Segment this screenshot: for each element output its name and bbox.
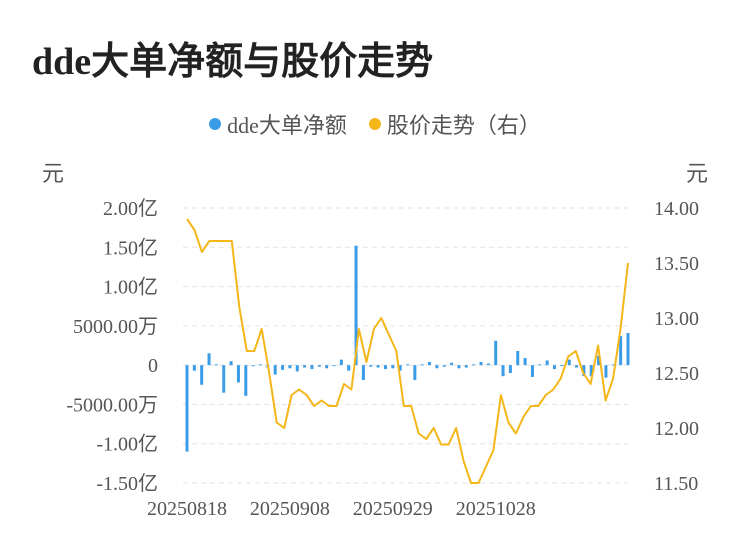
left-axis-tick-label: 5000.00万 bbox=[73, 316, 158, 338]
dde-bar bbox=[192, 365, 196, 371]
left-axis-tick-label: 0 bbox=[148, 355, 158, 377]
dde-bar bbox=[508, 365, 512, 373]
dde-bar bbox=[295, 365, 299, 372]
left-axis-tick-label: -1.50亿 bbox=[96, 472, 158, 495]
dde-bar bbox=[200, 365, 204, 385]
dde-bar bbox=[611, 364, 615, 366]
right-axis-tick-label: 12.00 bbox=[654, 418, 699, 440]
dde-bar bbox=[604, 365, 608, 378]
dde-bar bbox=[376, 365, 380, 368]
dde-bar bbox=[325, 365, 329, 369]
dde-bar bbox=[369, 365, 373, 367]
x-axis-ticks: 20250818 20250908 20250929 20251028 bbox=[147, 498, 536, 520]
right-axis-tick-label: 13.50 bbox=[654, 253, 699, 275]
left-axis-tick-label: 1.00亿 bbox=[103, 276, 158, 299]
dde-bar bbox=[310, 365, 314, 370]
dde-bar bbox=[486, 363, 490, 366]
price-line-series bbox=[186, 218, 629, 484]
chart-title: dde大单净额与股价走势 bbox=[32, 41, 434, 83]
right-axis-tick-label: 13.00 bbox=[654, 308, 699, 330]
dde-bar bbox=[575, 365, 579, 368]
dde-bar bbox=[214, 364, 218, 366]
left-axis-tick-label: -5000.00万 bbox=[66, 394, 158, 416]
dde-bar bbox=[619, 336, 623, 366]
dde-bar bbox=[273, 365, 277, 375]
dde-bar bbox=[236, 365, 240, 383]
dde-bar bbox=[332, 365, 336, 367]
dde-bar bbox=[597, 355, 601, 366]
dde-bar bbox=[413, 365, 417, 381]
dde-bar bbox=[567, 359, 571, 366]
dde-bar bbox=[464, 365, 468, 368]
right-axis-unit: 元 bbox=[685, 161, 708, 186]
dde-bar bbox=[457, 365, 461, 369]
grid-lines bbox=[183, 207, 628, 484]
left-axis-tick-label: 2.00亿 bbox=[103, 197, 158, 220]
dde-bar bbox=[398, 365, 402, 371]
dde-bar bbox=[406, 364, 409, 366]
dde-bar bbox=[501, 365, 505, 377]
legend-item-price[interactable]: 股价走势（右） bbox=[368, 108, 541, 140]
dde-bar bbox=[222, 365, 226, 393]
legend-dot-price bbox=[368, 118, 381, 130]
dde-bar bbox=[530, 365, 534, 377]
dde-bar bbox=[523, 358, 527, 366]
dde-bar bbox=[494, 340, 498, 366]
dde-bar bbox=[281, 365, 285, 370]
legend-item-dde[interactable]: dde大单净额 bbox=[209, 108, 347, 140]
dde-bar bbox=[545, 360, 549, 366]
dde-bar bbox=[391, 365, 395, 369]
dde-bar bbox=[244, 365, 248, 396]
dde-bar bbox=[420, 364, 424, 366]
dde-bar bbox=[450, 362, 454, 366]
x-axis-tick-label: 20250908 bbox=[250, 498, 330, 520]
dde-bar bbox=[435, 365, 439, 369]
left-axis-tick-label: 1.50亿 bbox=[103, 236, 158, 259]
dde-bar bbox=[538, 364, 542, 366]
dde-bar bbox=[354, 245, 358, 366]
left-axis-ticks: 2.00亿 1.50亿 1.00亿 5000.00万 0 -5000.00万 -1.00亿 -… bbox=[66, 197, 158, 495]
dde-bar bbox=[207, 353, 211, 366]
dde-bar bbox=[317, 365, 321, 367]
dde-bar bbox=[553, 365, 556, 370]
price-line bbox=[186, 218, 629, 484]
dde-bar bbox=[479, 362, 483, 366]
dde-bar bbox=[626, 332, 630, 366]
dde-bar bbox=[582, 365, 586, 377]
chart-legend: dde大单净额 股价走势（右） bbox=[0, 108, 750, 140]
dde-bar bbox=[303, 365, 307, 368]
dde-bar bbox=[428, 362, 432, 366]
dde-bar bbox=[185, 365, 189, 452]
dde-bar bbox=[361, 365, 365, 381]
legend-label-dde: dde大单净额 bbox=[227, 113, 347, 138]
right-axis-ticks: 14.00 13.50 13.00 12.50 12.00 11.50 bbox=[654, 198, 699, 495]
legend-dot-dde bbox=[209, 118, 222, 130]
left-axis-unit: 元 bbox=[42, 161, 65, 186]
dde-bar bbox=[516, 351, 520, 366]
left-axis-tick-label: -1.00亿 bbox=[96, 433, 158, 456]
dde-bar bbox=[442, 365, 446, 367]
legend-label-price: 股价走势（右） bbox=[386, 113, 541, 138]
dde-bar bbox=[288, 365, 292, 369]
dde-bar bbox=[229, 361, 233, 366]
dde-bar bbox=[259, 364, 262, 366]
x-axis-tick-label: 20250818 bbox=[147, 498, 227, 520]
dde-bar bbox=[472, 364, 476, 366]
dde-bar bbox=[560, 365, 564, 367]
dde-bar-series bbox=[185, 245, 630, 452]
dde-bar bbox=[589, 365, 593, 377]
right-axis-tick-label: 12.50 bbox=[654, 363, 699, 385]
right-axis-tick-label: 14.00 bbox=[654, 198, 699, 220]
x-axis-tick-label: 20250929 bbox=[353, 498, 433, 520]
dde-bar bbox=[251, 365, 255, 367]
dde-bar bbox=[383, 365, 387, 370]
x-axis-tick-label: 20251028 bbox=[456, 498, 536, 520]
right-axis-tick-label: 11.50 bbox=[654, 473, 698, 495]
dde-bar bbox=[339, 359, 343, 366]
dde-bar bbox=[347, 365, 351, 371]
